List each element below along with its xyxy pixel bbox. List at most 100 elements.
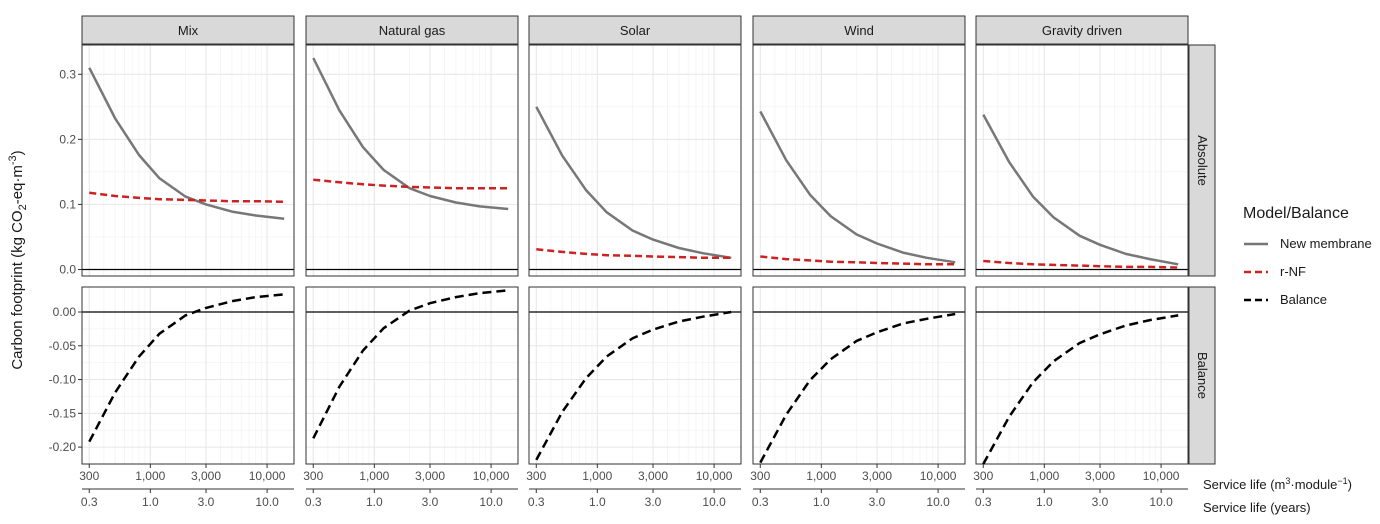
series-r-nf [313, 178, 509, 190]
panels-layer: Mix 0.0 0.1 0.2 0.3 -0.20 -0.15 -0.10 -0.05 0.00 3… [49, 15, 1216, 509]
y-tick-label: -0.10 [49, 373, 77, 387]
x-tick-label: 10,000 [1143, 469, 1180, 483]
facet-strip [975, 15, 1189, 45]
y-tick-label: 0.0 [59, 262, 76, 276]
x-tick-label: 10,000 [696, 469, 733, 483]
x-tick-label: 300 [973, 469, 993, 483]
balance-panel-border [81, 286, 295, 465]
facet-strip-label: Mix [178, 23, 199, 38]
x2-tick-label: 10.0 [1149, 495, 1173, 509]
x2-tick-label: 3.0 [198, 495, 215, 509]
legend-label: Balance [1280, 292, 1327, 307]
y-tick-label: -0.20 [49, 440, 77, 454]
y-axis-title-end: ) [9, 150, 26, 155]
legend-item: r-NF [1244, 264, 1306, 279]
series-new-membrane [88, 67, 285, 220]
x2-tick-label: 3.0 [422, 495, 439, 509]
row-strip-label: Absolute [1195, 135, 1210, 186]
svg-text:Carbon footprint (kg CO2-eq·m-: Carbon footprint (kg CO2-eq·m-3) [7, 150, 29, 369]
x-title-primary-main: Service life (m [1203, 477, 1285, 492]
series-balance [535, 310, 732, 461]
series-r-nf [536, 248, 732, 260]
balance-panel-bg [753, 287, 965, 464]
absolute-panel-border [752, 44, 966, 277]
x2-tick-label: 10.0 [702, 495, 726, 509]
x2-tick-label: 0.3 [752, 495, 769, 509]
svg-text:Service life (m3·module−1): Service life (m3·module−1) [1203, 476, 1352, 492]
row-strip-label: Balance [1195, 352, 1210, 399]
legend-label: New membrane [1280, 236, 1372, 251]
x2-tick-label: 1.0 [813, 495, 830, 509]
row-strip [1188, 44, 1216, 277]
series-balance [312, 289, 509, 439]
x-axis-title-secondary: Service life (years) [1203, 500, 1311, 515]
facet-strip [752, 15, 966, 45]
absolute-panel-border [305, 44, 519, 277]
x-title-primary-sup2: −1 [1337, 476, 1347, 486]
legend-items: New membrane r-NF Balance [1244, 236, 1372, 307]
facet-strip-label: Gravity driven [1042, 23, 1122, 38]
x-tick-label: 300 [526, 469, 546, 483]
absolute-panel-bg [529, 45, 741, 276]
y-tick-label: 0.3 [59, 67, 76, 81]
series-r-nf [89, 191, 285, 204]
x2-tick-label: 1.0 [366, 495, 383, 509]
y-tick-label: 0.2 [59, 132, 76, 146]
x-tick-label: 300 [303, 469, 323, 483]
x2-tick-label: 3.0 [645, 495, 662, 509]
x-tick-label: 3,000 [415, 469, 445, 483]
y-axis-title-main: Carbon footprint (kg CO [9, 210, 26, 369]
x-tick-label: 3,000 [1085, 469, 1115, 483]
x2-tick-label: 10.0 [479, 495, 503, 509]
balance-panel-bg [82, 287, 294, 464]
x-axis-title-primary: Service life (m3·module−1) [1203, 476, 1352, 492]
facet-strip-label: Wind [844, 23, 874, 38]
x2-tick-label: 0.3 [528, 495, 545, 509]
x2-tick-label: 0.3 [305, 495, 322, 509]
x-tick-label: 1,000 [135, 469, 165, 483]
balance-panel-bg [306, 287, 518, 464]
facet-strip [81, 15, 295, 45]
x-tick-label: 10,000 [249, 469, 286, 483]
y-tick-label: -0.05 [49, 339, 77, 353]
balance-panel-bg [529, 287, 741, 464]
x2-tick-label: 3.0 [869, 495, 886, 509]
y-tick-label: -0.15 [49, 406, 77, 420]
y-tick-label: 0.1 [59, 197, 76, 211]
x-tick-label: 3,000 [638, 469, 668, 483]
series-new-membrane [312, 57, 509, 211]
x2-tick-label: 1.0 [1036, 495, 1053, 509]
legend-label: r-NF [1280, 264, 1306, 279]
series-balance [759, 312, 956, 464]
legend-item: Balance [1244, 292, 1327, 307]
x-tick-label: 1,000 [1029, 469, 1059, 483]
facet-strip-label: Natural gas [379, 23, 446, 38]
x2-tick-label: 10.0 [926, 495, 950, 509]
x2-tick-label: 1.0 [142, 495, 159, 509]
x-tick-label: 1,000 [806, 469, 836, 483]
x-title-primary-sup: 3 [1285, 476, 1290, 486]
facet-strip-label: Solar [620, 23, 651, 38]
legend-item: New membrane [1244, 236, 1372, 251]
x2-tick-label: 0.3 [975, 495, 992, 509]
legend-title: Model/Balance [1243, 205, 1349, 222]
absolute-panel-bg [753, 45, 965, 276]
balance-panel-border [752, 286, 966, 465]
x2-tick-label: 1.0 [589, 495, 606, 509]
x-title-primary-end: ) [1348, 477, 1352, 492]
balance-panel-border [528, 286, 742, 465]
x-tick-label: 3,000 [191, 469, 221, 483]
series-new-membrane [982, 114, 1179, 266]
facet-strip [305, 15, 519, 45]
x2-tick-label: 3.0 [1092, 495, 1109, 509]
balance-panel-border [305, 286, 519, 465]
x2-tick-label: 0.3 [81, 495, 98, 509]
x-tick-label: 10,000 [920, 469, 957, 483]
series-balance [88, 293, 285, 443]
x-tick-label: 3,000 [862, 469, 892, 483]
absolute-panel-border [81, 44, 295, 277]
balance-panel-bg [976, 287, 1188, 464]
x-tick-label: 300 [750, 469, 770, 483]
series-r-nf [983, 259, 1179, 269]
